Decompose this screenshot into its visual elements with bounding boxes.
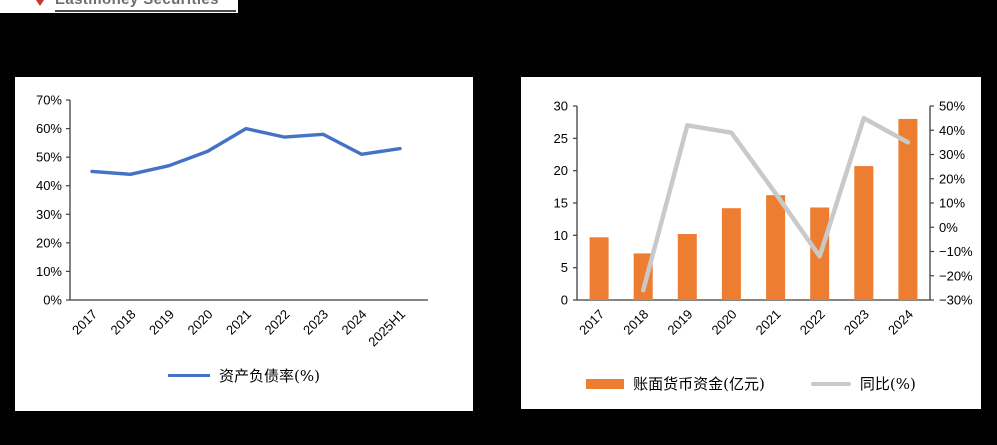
legend-item-debt-ratio: 资产负债率(%) [168,365,320,386]
cash-bar [589,237,609,300]
x-tick-label: 2017 [576,307,607,338]
gray-line-swatch-icon [810,381,851,386]
cash-bar [721,208,741,300]
left-y-tick-label: 5 [561,260,568,275]
x-tick-label: 2025H1 [365,307,408,350]
cash-bar [677,234,697,300]
legend-item-yoy: 同比(%) [810,373,916,394]
debt-ratio-line-chart: 0%10%20%30%40%50%60%70%2017 2018 2019 2020 2… [36,93,428,350]
chart-panel-cash: 0 5 10 15 20 25 30 −30% −20% −10% 0% 10% 20% 30% 40% 50… [521,77,981,409]
x-tick-label: 2024 [885,307,916,338]
cash-bar-line-chart: 0 5 10 15 20 25 30 −30% −20% −10% 0% 10% 20% 30% 40% 50… [554,99,974,338]
left-y-tick-label: 15 [554,196,568,211]
debt-ratio-line [90,126,402,177]
legend-item-cash: 账面货币资金(亿元) [586,373,765,394]
right-y-tick-label: 10% [939,196,965,211]
right-y-tick-label: 30% [939,147,965,162]
y-tick-label: 50% [36,150,62,165]
y-tick-label: 30% [36,207,62,222]
x-tick-label: 2023 [841,307,872,338]
orange-bar-swatch-icon [586,378,625,389]
x-tick-label: 2018 [108,307,139,338]
right-y-tick-label: −30% [939,293,973,308]
x-tick-label: 2019 [664,307,695,338]
x-tick-label: 2019 [146,307,177,338]
x-tick-label: 2022 [797,307,828,338]
logo-underline [55,10,236,12]
x-tick-label: 2020 [185,307,216,338]
logo-arrow-icon [34,0,46,6]
x-tick-label: 2017 [69,307,100,338]
x-tick-label: 2021 [753,307,784,338]
x-tick-label: 2023 [300,307,331,338]
legend-label-cash: 账面货币资金(亿元) [633,375,765,393]
x-tick-label: 2022 [262,307,293,338]
legend-debt-ratio: 资产负债率(%) [15,365,473,386]
x-tick-label: 2024 [339,307,370,338]
y-tick-label: 60% [36,121,62,136]
right-y-tick-label: −20% [939,268,973,283]
right-y-tick-label: 40% [939,123,965,138]
x-tick-label: 2021 [223,307,254,338]
y-tick-label: 70% [36,93,62,108]
cash-bar [854,166,874,300]
legend-label-debt-ratio: 资产负债率(%) [219,367,320,385]
legend-label-yoy: 同比(%) [859,375,916,393]
cash-bar [766,195,786,300]
y-tick-label: 10% [36,264,62,279]
left-y-tick-label: 25 [554,131,568,146]
chart-panel-debt-ratio: 0% 10% 20% 30% 40% 50% 60% 70% 2017 2018 2019 2020 2… [15,77,473,411]
right-y-tick-label: −10% [939,244,973,259]
right-y-tick-label: 50% [939,99,965,114]
left-y-tick-label: 0 [561,293,568,308]
y-tick-label: 20% [36,235,62,250]
right-y-tick-label: 20% [939,171,965,186]
x-tick-label: 2020 [709,307,740,338]
y-tick-label: 40% [36,178,62,193]
logo-text: Eastmoney Securities [55,0,219,8]
y-tick-label: 0% [43,293,62,308]
logo-strip: Eastmoney Securities [0,0,238,13]
cash-bar [898,118,918,301]
left-y-tick-label: 10 [554,228,568,243]
yoy-line [640,115,911,293]
left-y-tick-label: 20 [554,163,568,178]
left-y-tick-label: 30 [554,99,568,114]
right-y-tick-label: 0% [939,220,958,235]
blue-line-swatch-icon [168,374,211,377]
legend-cash: 账面货币资金(亿元) 同比(%) [521,373,981,394]
x-tick-label: 2018 [620,307,651,338]
